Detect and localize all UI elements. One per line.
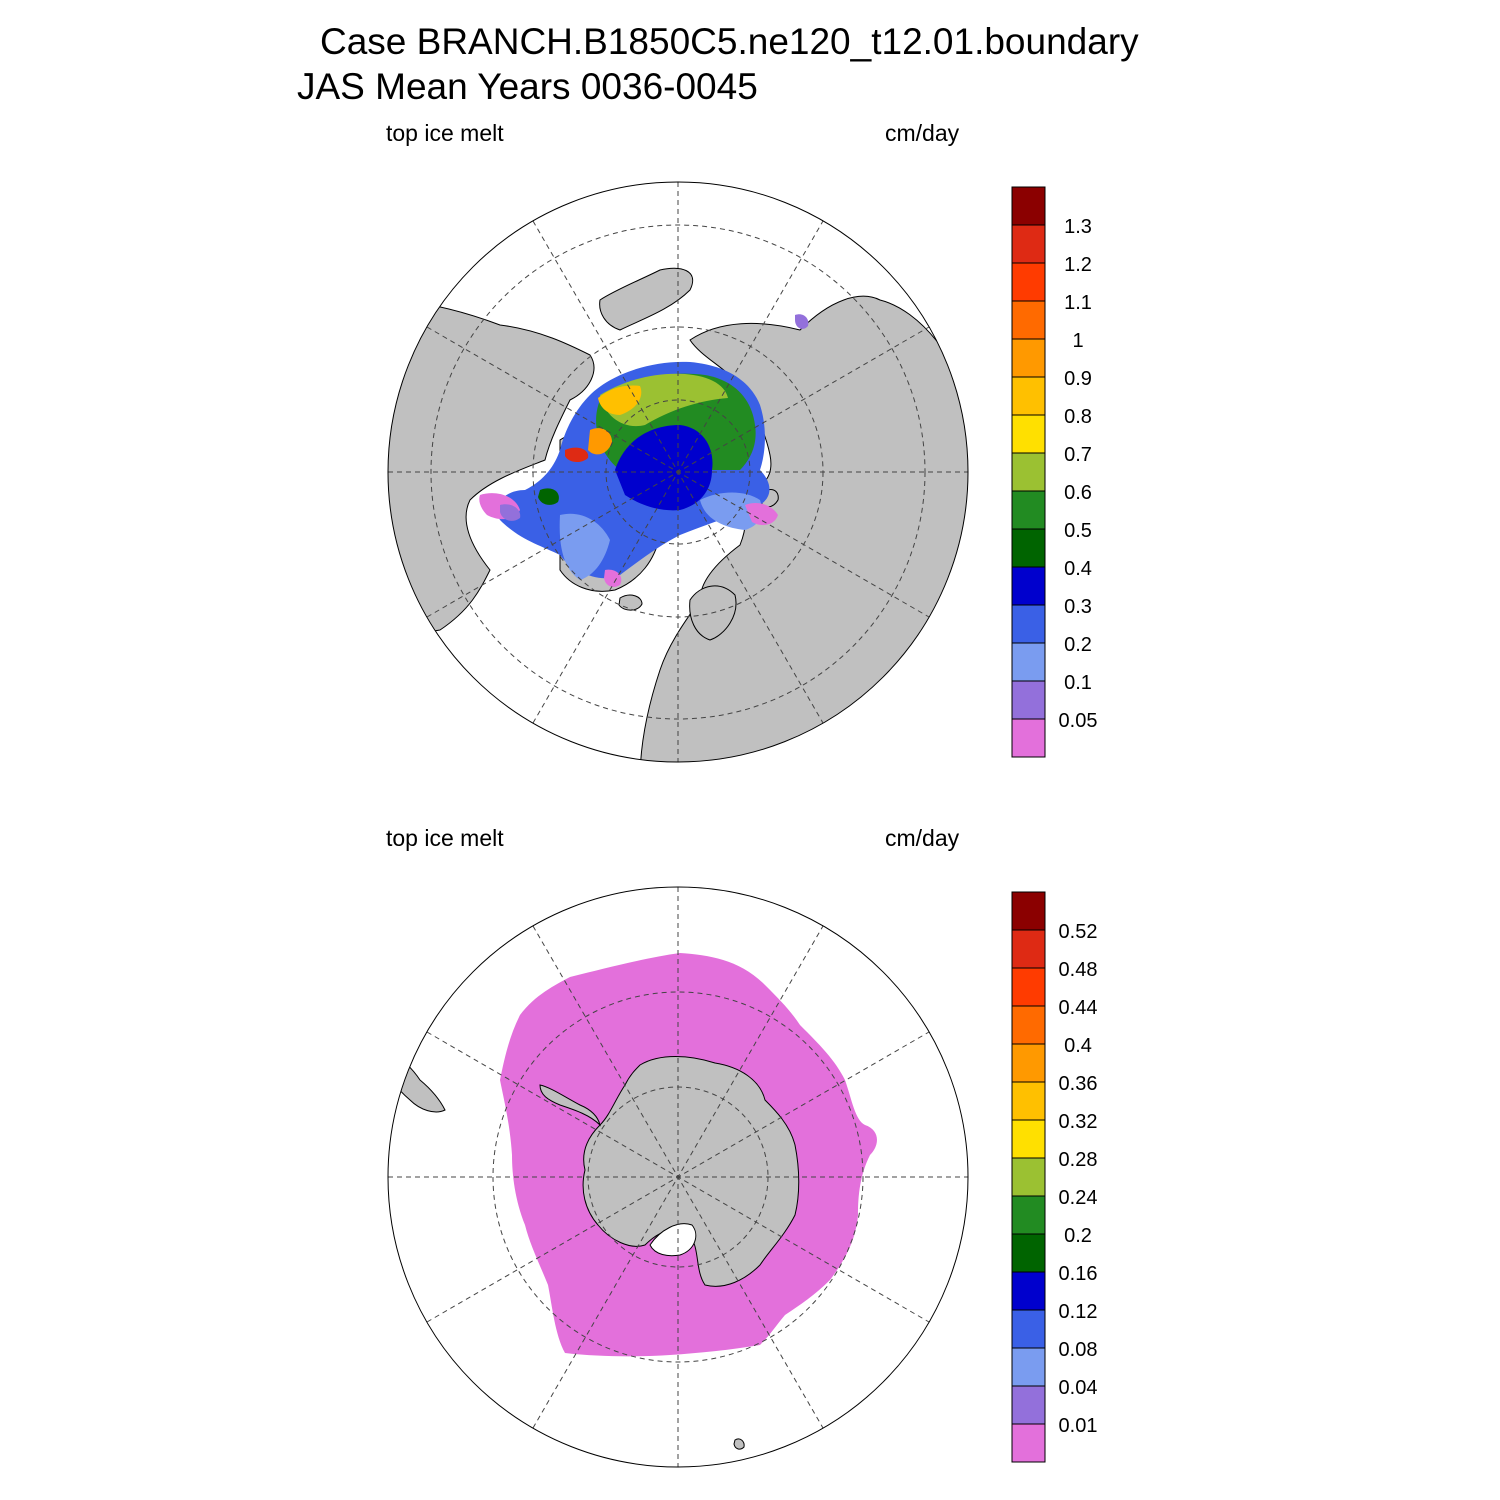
south-land bbox=[388, 1044, 800, 1450]
north-colorbar-box bbox=[1011, 642, 1046, 682]
north-colorbar-box bbox=[1011, 262, 1046, 302]
north-colorbar-box bbox=[1011, 604, 1046, 644]
figure-title-case: Case BRANCH.B1850C5.ne120_t12.01.boundar… bbox=[320, 21, 1139, 62]
north-colorbar-box bbox=[1011, 300, 1046, 340]
north-colorbar-box bbox=[1011, 490, 1046, 530]
north-panel: top ice melt cm/day bbox=[386, 120, 1098, 763]
south-colorbar-label: 0.32 bbox=[1059, 1111, 1098, 1133]
south-colorbar-box bbox=[1011, 1043, 1046, 1083]
north-colorbar-box bbox=[1011, 680, 1046, 720]
south-colorbar-box bbox=[1011, 929, 1046, 969]
south-colorbar-label: 0.36 bbox=[1059, 1073, 1098, 1095]
north-colorbar-label: 1 bbox=[1072, 330, 1083, 352]
south-graticule bbox=[388, 887, 968, 1467]
south-colorbar: 0.52 0.48 0.44 0.4 0.36 0.32 0.28 0.24 0.2 0.16 0.… bbox=[1011, 891, 1098, 1463]
south-colorbar-box bbox=[1011, 1385, 1046, 1425]
south-colorbar-label: 0.28 bbox=[1059, 1149, 1098, 1171]
north-colorbar-label: 1.3 bbox=[1064, 216, 1092, 238]
north-colorbar-box bbox=[1011, 338, 1046, 378]
north-colorbar-box bbox=[1011, 224, 1046, 264]
south-units-label: cm/day bbox=[885, 825, 960, 851]
south-colorbar-label: 0.12 bbox=[1059, 1301, 1098, 1323]
north-colorbar-box bbox=[1011, 414, 1046, 454]
north-colorbar-label: 0.6 bbox=[1064, 482, 1092, 504]
south-colorbar-label: 0.04 bbox=[1059, 1377, 1098, 1399]
north-colorbar-label: 0.3 bbox=[1064, 596, 1092, 618]
north-colorbar-box bbox=[1011, 718, 1046, 758]
south-colorbar-box bbox=[1011, 1195, 1046, 1235]
north-colorbar-box bbox=[1011, 452, 1046, 492]
south-colorbar-box bbox=[1011, 1271, 1046, 1311]
south-colorbar-box bbox=[1011, 1157, 1046, 1197]
south-colorbar-label: 0.48 bbox=[1059, 959, 1098, 981]
north-colorbar-label: 0.7 bbox=[1064, 444, 1092, 466]
north-colorbar-label: 0.9 bbox=[1064, 368, 1092, 390]
south-colorbar-box bbox=[1011, 1423, 1046, 1463]
south-colorbar-label: 0.16 bbox=[1059, 1263, 1098, 1285]
south-colorbar-box bbox=[1011, 1119, 1046, 1159]
north-colorbar-label: 1.2 bbox=[1064, 254, 1092, 276]
south-colorbar-label: 0.52 bbox=[1059, 921, 1098, 943]
south-colorbar-label: 0.08 bbox=[1059, 1339, 1098, 1361]
north-variable-label: top ice melt bbox=[386, 120, 504, 146]
north-colorbar-label: 0.1 bbox=[1064, 672, 1092, 694]
south-colorbar-label: 0.01 bbox=[1059, 1415, 1098, 1437]
south-colorbar-label: 0.4 bbox=[1064, 1035, 1092, 1057]
north-map: 1.3 1.2 1.1 1 0.9 0.8 0.7 0.6 0.5 0.4 0.3 0.2 0.1 0.0… bbox=[387, 181, 1098, 763]
south-colorbar-label: 0.44 bbox=[1059, 997, 1098, 1019]
north-colorbar-box bbox=[1011, 566, 1046, 606]
north-units-label: cm/day bbox=[885, 120, 960, 146]
south-panel: top ice melt cm/day bbox=[0, 705, 1500, 1500]
north-colorbar-box bbox=[1011, 528, 1046, 568]
south-colorbar-box bbox=[1011, 1309, 1046, 1349]
figure-title-period: JAS Mean Years 0036-0045 bbox=[297, 66, 758, 107]
south-colorbar-box bbox=[1011, 1233, 1046, 1273]
north-colorbar-box bbox=[1011, 376, 1046, 416]
north-colorbar-label: 0.4 bbox=[1064, 558, 1092, 580]
south-colorbar-box bbox=[1011, 1005, 1046, 1045]
north-colorbar-label: 0.05 bbox=[1059, 710, 1098, 732]
north-colorbar-box bbox=[1011, 186, 1046, 226]
south-variable-label: top ice melt bbox=[386, 825, 504, 851]
south-colorbar-label: 0.24 bbox=[1059, 1187, 1098, 1209]
north-colorbar-label: 0.8 bbox=[1064, 406, 1092, 428]
south-colorbar-box bbox=[1011, 1347, 1046, 1387]
south-colorbar-box bbox=[1011, 967, 1046, 1007]
south-colorbar-box bbox=[1011, 1081, 1046, 1121]
south-colorbar-box bbox=[1011, 891, 1046, 931]
north-graticule bbox=[388, 182, 968, 762]
north-colorbar-label: 0.5 bbox=[1064, 520, 1092, 542]
north-colorbar-label: 0.2 bbox=[1064, 634, 1092, 656]
north-colorbar-label: 1.1 bbox=[1064, 292, 1092, 314]
north-colorbar: 1.3 1.2 1.1 1 0.9 0.8 0.7 0.6 0.5 0.4 0.3 0.2 0.1 0.0… bbox=[1011, 186, 1098, 758]
south-colorbar-label: 0.2 bbox=[1064, 1225, 1092, 1247]
south-map: 0.52 0.48 0.44 0.4 0.36 0.32 0.28 0.24 0.2 0.16 0.… bbox=[387, 886, 1098, 1468]
